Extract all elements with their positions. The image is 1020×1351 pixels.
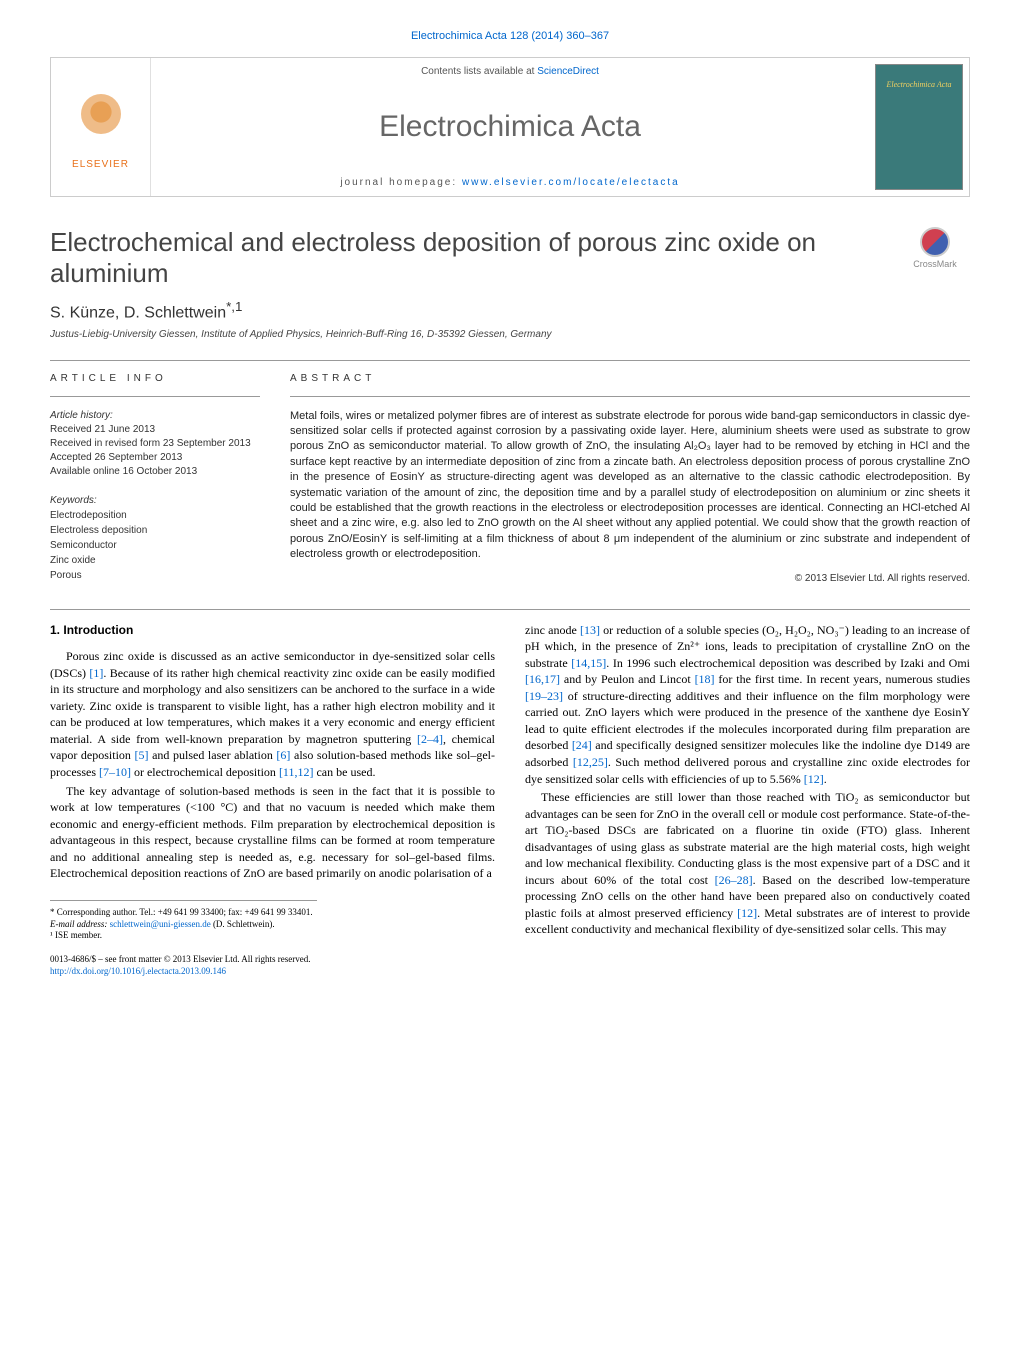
article-info-column: ARTICLE INFO Article history: Received 2…	[50, 373, 260, 584]
contents-line: Contents lists available at ScienceDirec…	[421, 66, 599, 77]
header-journal-ref: Electrochimica Acta 128 (2014) 360–367	[50, 30, 970, 42]
ref-link[interactable]: [7–10]	[99, 765, 131, 779]
divider-mid	[50, 609, 970, 610]
keyword: Zinc oxide	[50, 553, 260, 568]
email-link[interactable]: schlettwein@uni-giessen.de	[110, 919, 211, 929]
abstract-column: ABSTRACT Metal foils, wires or metalized…	[290, 373, 970, 584]
abstract-text: Metal foils, wires or metalized polymer …	[290, 409, 970, 563]
ise-member: ¹ ISE member.	[50, 930, 317, 942]
crossmark-badge[interactable]: CrossMark	[900, 227, 970, 269]
elsevier-tree-icon	[71, 84, 131, 154]
ref-link[interactable]: [18]	[695, 672, 715, 686]
homepage-prefix: journal homepage:	[340, 177, 462, 188]
info-divider	[50, 396, 260, 397]
journal-cover-thumbnail[interactable]	[875, 64, 963, 190]
right-column: zinc anode [13] or reduction of a solubl…	[525, 622, 970, 978]
ref-link[interactable]: [11,12]	[279, 765, 314, 779]
journal-ref-link[interactable]: Electrochimica Acta 128 (2014) 360–367	[411, 30, 609, 42]
homepage-link[interactable]: www.elsevier.com/locate/electacta	[462, 177, 680, 188]
author-marks: *,1	[226, 299, 242, 314]
ref-link[interactable]: [19–23]	[525, 689, 563, 703]
history-online: Available online 16 October 2013	[50, 465, 260, 479]
elsevier-text: ELSEVIER	[72, 159, 129, 170]
affiliation: Justus-Liebig-University Giessen, Instit…	[50, 329, 970, 340]
ref-link[interactable]: [24]	[572, 738, 592, 752]
ref-link[interactable]: [12]	[804, 772, 824, 786]
journal-name: Electrochimica Acta	[379, 110, 641, 144]
banner-center: Contents lists available at ScienceDirec…	[151, 58, 869, 196]
ref-link[interactable]: [2–4]	[417, 732, 443, 746]
article-history: Article history: Received 21 June 2013 R…	[50, 409, 260, 479]
authors-line: S. Künze, D. Schlettwein*,1	[50, 299, 970, 322]
section-heading: 1. Introduction	[50, 622, 495, 639]
body-columns: 1. Introduction Porous zinc oxide is dis…	[50, 622, 970, 978]
section-number: 1.	[50, 623, 60, 637]
abstract-heading: ABSTRACT	[290, 373, 970, 384]
keywords-block: Keywords: Electrodeposition Electroless …	[50, 493, 260, 583]
elsevier-logo[interactable]: ELSEVIER	[51, 58, 151, 196]
abstract-divider	[290, 396, 970, 397]
bottom-matter: 0013-4686/$ – see front matter © 2013 El…	[50, 954, 495, 977]
footnotes: * Corresponding author. Tel.: +49 641 99…	[50, 900, 317, 942]
paragraph: The key advantage of solution-based meth…	[50, 783, 495, 882]
keyword: Porous	[50, 568, 260, 583]
ref-link[interactable]: [12]	[737, 906, 757, 920]
crossmark-icon	[920, 227, 950, 257]
corresponding-author: * Corresponding author. Tel.: +49 641 99…	[50, 907, 317, 919]
issn-line: 0013-4686/$ – see front matter © 2013 El…	[50, 954, 495, 966]
history-accepted: Accepted 26 September 2013	[50, 451, 260, 465]
ref-link[interactable]: [1]	[89, 666, 103, 680]
email-label: E-mail address:	[50, 919, 110, 929]
keyword: Semiconductor	[50, 538, 260, 553]
article-title: Electrochemical and electroless depositi…	[50, 227, 900, 289]
ref-link[interactable]: [26–28]	[715, 873, 753, 887]
ref-link[interactable]: [16,17]	[525, 672, 560, 686]
sciencedirect-link[interactable]: ScienceDirect	[537, 66, 599, 77]
contents-prefix: Contents lists available at	[421, 66, 537, 77]
keyword: Electrodeposition	[50, 508, 260, 523]
history-revised: Received in revised form 23 September 20…	[50, 437, 260, 451]
paragraph: These efficiencies are still lower than …	[525, 789, 970, 938]
ref-link[interactable]: [12,25]	[573, 755, 608, 769]
journal-banner: ELSEVIER Contents lists available at Sci…	[50, 57, 970, 197]
section-title: Introduction	[63, 623, 133, 637]
ref-link[interactable]: [14,15]	[571, 656, 606, 670]
homepage-line: journal homepage: www.elsevier.com/locat…	[340, 177, 679, 188]
authors: S. Künze, D. Schlettwein	[50, 305, 226, 322]
article-info-heading: ARTICLE INFO	[50, 373, 260, 384]
keyword: Electroless deposition	[50, 523, 260, 538]
divider-top	[50, 360, 970, 361]
doi-link[interactable]: http://dx.doi.org/10.1016/j.electacta.20…	[50, 966, 226, 976]
history-received: Received 21 June 2013	[50, 423, 260, 437]
ref-link[interactable]: [13]	[580, 623, 600, 637]
history-label: Article history:	[50, 409, 260, 423]
ref-link[interactable]: [6]	[276, 748, 290, 762]
abstract-copyright: © 2013 Elsevier Ltd. All rights reserved…	[290, 573, 970, 584]
paragraph: Porous zinc oxide is discussed as an act…	[50, 648, 495, 780]
email-line: E-mail address: schlettwein@uni-giessen.…	[50, 919, 317, 931]
email-who: (D. Schlettwein).	[211, 919, 275, 929]
crossmark-label: CrossMark	[913, 259, 957, 269]
keywords-label: Keywords:	[50, 493, 260, 508]
left-column: 1. Introduction Porous zinc oxide is dis…	[50, 622, 495, 978]
paragraph: zinc anode [13] or reduction of a solubl…	[525, 622, 970, 787]
ref-link[interactable]: [5]	[135, 748, 149, 762]
